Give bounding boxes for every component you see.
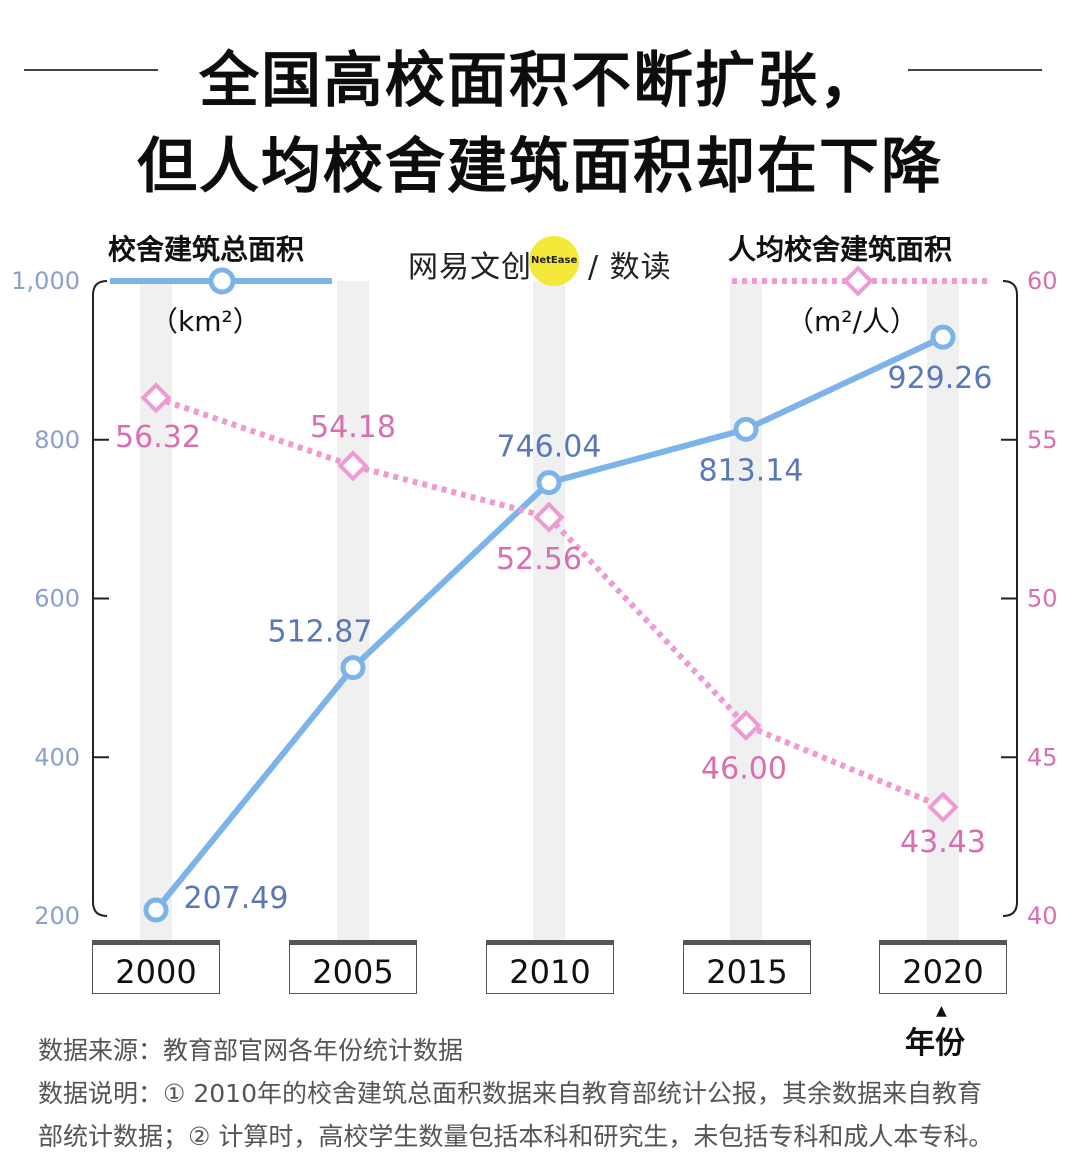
x-axis-arrow-icon: ▲ <box>936 1003 947 1019</box>
right-tick-label: 50 <box>1027 585 1058 613</box>
right-tick-label: 60 <box>1027 267 1058 295</box>
per-capita-label-2020: 43.43 <box>900 825 986 860</box>
legend-right-title: 人均校舍建筑面积 <box>728 233 953 266</box>
per-capita-point-2000 <box>140 382 172 414</box>
logo-text-right: / 数读 <box>588 250 672 285</box>
legend-right-marker <box>842 265 874 297</box>
x-tick-2005: 2005 <box>289 940 417 994</box>
axis-tick-labels: 200 400 600 800 1,000 40 45 50 55 60 <box>11 267 1057 930</box>
total-area-label-2005: 512.87 <box>268 615 373 650</box>
x-axis-label: 年份 <box>905 1026 965 1061</box>
left-tick-label: 600 <box>34 585 80 613</box>
total-area-point-2010 <box>536 470 562 496</box>
source-note: 数据来源：教育部官网各年份统计数据 <box>38 1036 464 1065</box>
legend-left-marker <box>208 267 236 295</box>
x-tick-2020: 2020 <box>879 940 1007 994</box>
category-band-2000 <box>140 281 172 940</box>
total-area-label-2015: 813.14 <box>699 453 804 488</box>
x-tick-2010: 2010 <box>486 940 614 994</box>
x-tick-2015: 2015 <box>683 940 811 994</box>
title-rule-left <box>24 69 158 71</box>
left-tick-label: 1,000 <box>11 267 80 295</box>
total-area-label-2000: 207.49 <box>184 881 289 916</box>
total-area-point-2020 <box>930 324 956 350</box>
chart-title-line1: 全国高校面积不断扩张， <box>199 46 881 116</box>
legend-left-unit: （km²） <box>150 305 261 338</box>
chart-title-line2: 但人均校舍建筑面积却在下降 <box>137 132 943 202</box>
left-tick-label: 800 <box>34 426 80 454</box>
logo-text-left: 网易文创 <box>408 250 532 285</box>
legend-markers <box>110 265 990 297</box>
line-chart: 207.49 512.87 746.04 813.14 929.26 56.32 54.18… <box>11 265 1058 940</box>
legend-right-unit: （m²/人） <box>786 305 918 338</box>
total-area-label-2010: 746.04 <box>497 430 602 465</box>
right-tick-label: 55 <box>1027 426 1058 454</box>
per-capita-point-2015 <box>730 709 762 742</box>
per-capita-point-2020 <box>927 791 959 823</box>
per-capita-label-2005: 54.18 <box>310 410 396 445</box>
per-capita-point-2010 <box>533 501 565 533</box>
left-tick-label: 400 <box>34 743 80 771</box>
category-band-2015 <box>730 281 762 940</box>
netease-logo: 网易文创 NetEase / 数读 <box>408 236 678 286</box>
legend-left-title: 校舍建筑总面积 <box>108 233 305 266</box>
logo-circle-icon <box>529 236 579 286</box>
series-data-labels: 207.49 512.87 746.04 813.14 929.26 56.32 54.18… <box>115 361 992 916</box>
per-capita-label-2010: 52.56 <box>496 542 582 577</box>
title-rule-right <box>908 69 1042 71</box>
description-note-line2: 部统计数据；② 计算时，高校学生数量包括本科和研究生，未包括专科和成人本专科。 <box>38 1122 994 1151</box>
total-area-point-2000 <box>143 897 169 923</box>
series-points <box>140 324 959 923</box>
chart-axes <box>92 280 1018 917</box>
per-capita-label-2015: 46.00 <box>701 752 787 787</box>
right-tick-label: 40 <box>1027 902 1058 930</box>
left-tick-label: 200 <box>34 902 80 930</box>
description-note-line1: 数据说明：① 2010年的校舍建筑总面积数据来自教育部统计公报，其余数据来自教育 <box>38 1079 982 1108</box>
total-area-point-2015 <box>733 416 759 442</box>
logo-badge-text: NetEase <box>531 255 578 266</box>
total-area-label-2020: 929.26 <box>888 361 993 396</box>
per-capita-label-2000: 56.32 <box>115 420 201 455</box>
x-tick-2000: 2000 <box>92 940 220 994</box>
category-bands <box>140 281 959 940</box>
per-capita-point-2005 <box>337 450 369 482</box>
right-tick-label: 45 <box>1027 743 1058 771</box>
total-area-point-2005 <box>340 655 366 681</box>
category-band-2005 <box>337 281 369 940</box>
category-band-2010 <box>533 281 565 940</box>
category-band-2020 <box>927 281 959 940</box>
